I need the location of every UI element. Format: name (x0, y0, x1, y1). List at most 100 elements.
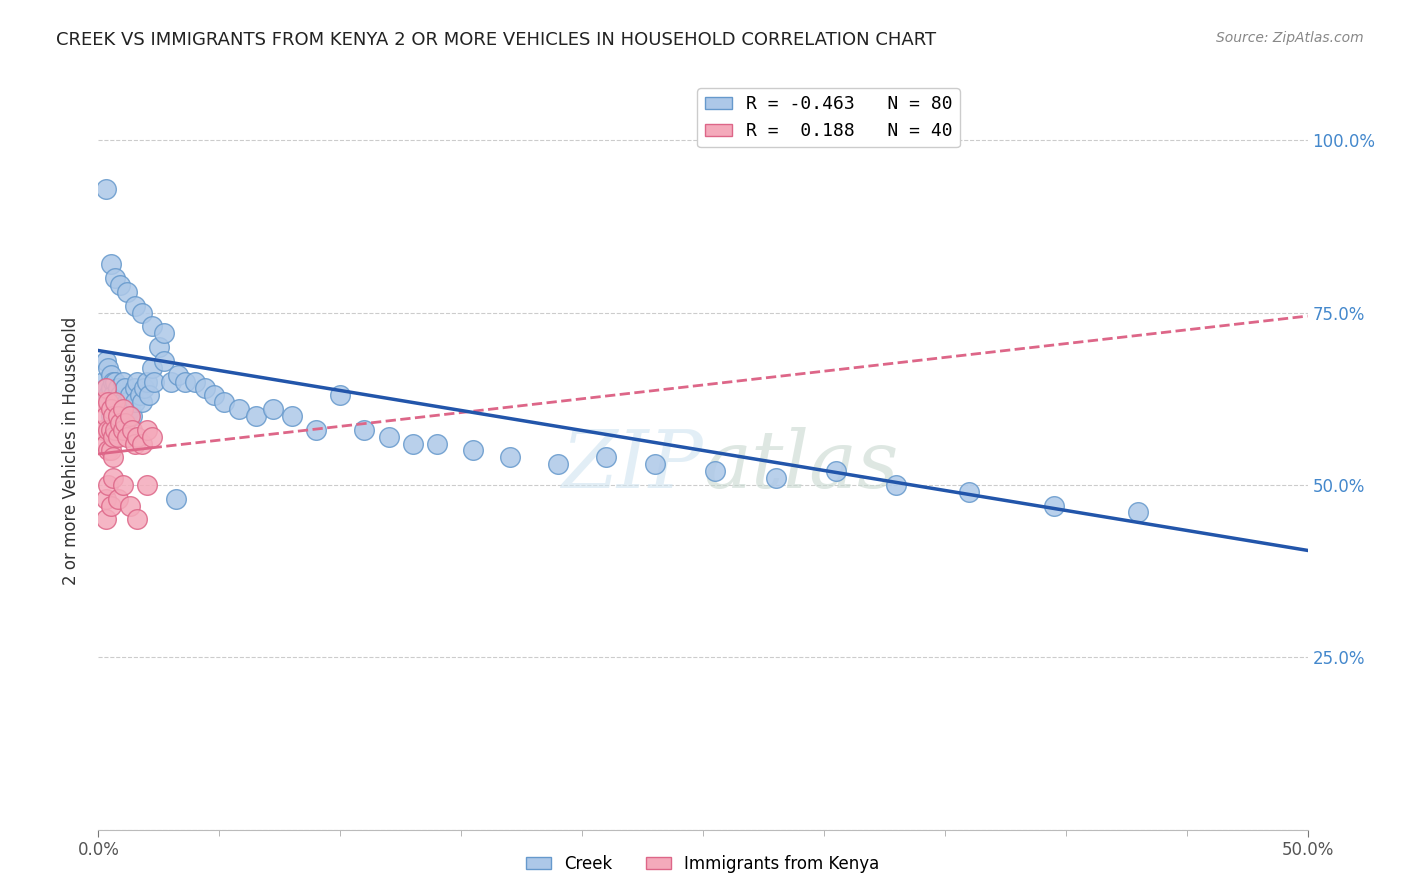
Point (825, 464, 848, 478)
Point (131, 395, 153, 409)
Point (107, 430, 129, 444)
Point (104, 395, 127, 409)
Point (111, 478, 134, 492)
Point (228, 402, 250, 417)
Point (107, 402, 129, 417)
Text: CREEK VS IMMIGRANTS FROM KENYA 2 OR MORE VEHICLES IN HOUSEHOLD CORRELATION CHART: CREEK VS IMMIGRANTS FROM KENYA 2 OR MORE… (56, 31, 936, 49)
Text: ZIP: ZIP (561, 427, 703, 504)
Point (97, 388, 120, 402)
Point (121, 409, 143, 423)
Point (426, 436, 449, 450)
Text: atlas: atlas (703, 427, 898, 504)
Point (111, 423, 134, 437)
Point (127, 430, 149, 444)
Point (329, 388, 352, 402)
Point (117, 430, 139, 444)
Point (94, 436, 117, 450)
Point (104, 271, 127, 285)
Point (135, 478, 157, 492)
Point (101, 430, 124, 444)
Point (131, 436, 153, 450)
Point (101, 409, 124, 423)
Point (127, 375, 149, 389)
Point (765, 471, 787, 485)
Point (101, 375, 124, 389)
Text: Source: ZipAtlas.com: Source: ZipAtlas.com (1216, 31, 1364, 45)
Point (135, 423, 157, 437)
Point (131, 305, 153, 319)
Point (117, 285, 139, 299)
Point (167, 368, 190, 382)
Point (94, 354, 117, 368)
Point (97, 423, 120, 437)
Point (100, 409, 122, 423)
Point (135, 375, 157, 389)
Point (107, 409, 129, 423)
Point (111, 375, 134, 389)
Point (114, 402, 136, 417)
Point (595, 450, 617, 465)
Point (100, 499, 122, 513)
Point (124, 299, 146, 313)
Point (124, 381, 146, 395)
Point (108, 416, 131, 430)
Point (107, 416, 129, 430)
Point (212, 395, 235, 409)
Point (91, 395, 114, 409)
Point (204, 388, 226, 402)
Point (117, 395, 139, 409)
Point (886, 478, 908, 492)
Point (94, 491, 117, 506)
Point (143, 375, 166, 389)
Point (100, 368, 122, 382)
Point (547, 457, 569, 471)
Point (100, 443, 122, 458)
Point (141, 430, 163, 444)
Legend: Creek, Immigrants from Kenya: Creek, Immigrants from Kenya (520, 848, 886, 880)
Legend: R = -0.463   N = 80, R =  0.188   N = 40: R = -0.463 N = 80, R = 0.188 N = 40 (697, 88, 960, 147)
Point (1128, 506, 1150, 520)
Point (107, 491, 129, 506)
Point (104, 423, 127, 437)
Point (644, 457, 666, 471)
Point (101, 471, 124, 485)
Point (101, 450, 124, 465)
Point (97, 395, 120, 409)
Point (101, 388, 124, 402)
Point (111, 395, 134, 409)
Point (94, 409, 117, 423)
Point (141, 360, 163, 375)
Point (498, 450, 520, 465)
Point (118, 402, 141, 417)
Point (94, 381, 117, 395)
Point (138, 388, 160, 402)
Point (118, 409, 141, 423)
Point (97, 360, 120, 375)
Point (134, 381, 156, 395)
Point (402, 436, 425, 450)
Point (121, 423, 143, 437)
Point (100, 257, 122, 271)
Point (100, 381, 122, 395)
Point (704, 464, 727, 478)
Point (91, 423, 114, 437)
Point (108, 278, 131, 293)
Point (104, 409, 127, 423)
Point (104, 375, 127, 389)
Point (118, 388, 141, 402)
Point (117, 409, 139, 423)
Point (165, 491, 187, 506)
Point (111, 409, 134, 423)
Point (118, 499, 141, 513)
Point (124, 436, 146, 450)
Point (194, 381, 217, 395)
Point (174, 375, 197, 389)
Point (114, 381, 136, 395)
Point (94, 381, 117, 395)
Point (184, 375, 207, 389)
Point (94, 512, 117, 526)
Point (114, 416, 136, 430)
Point (262, 402, 284, 417)
Point (108, 409, 131, 423)
Point (104, 395, 127, 409)
